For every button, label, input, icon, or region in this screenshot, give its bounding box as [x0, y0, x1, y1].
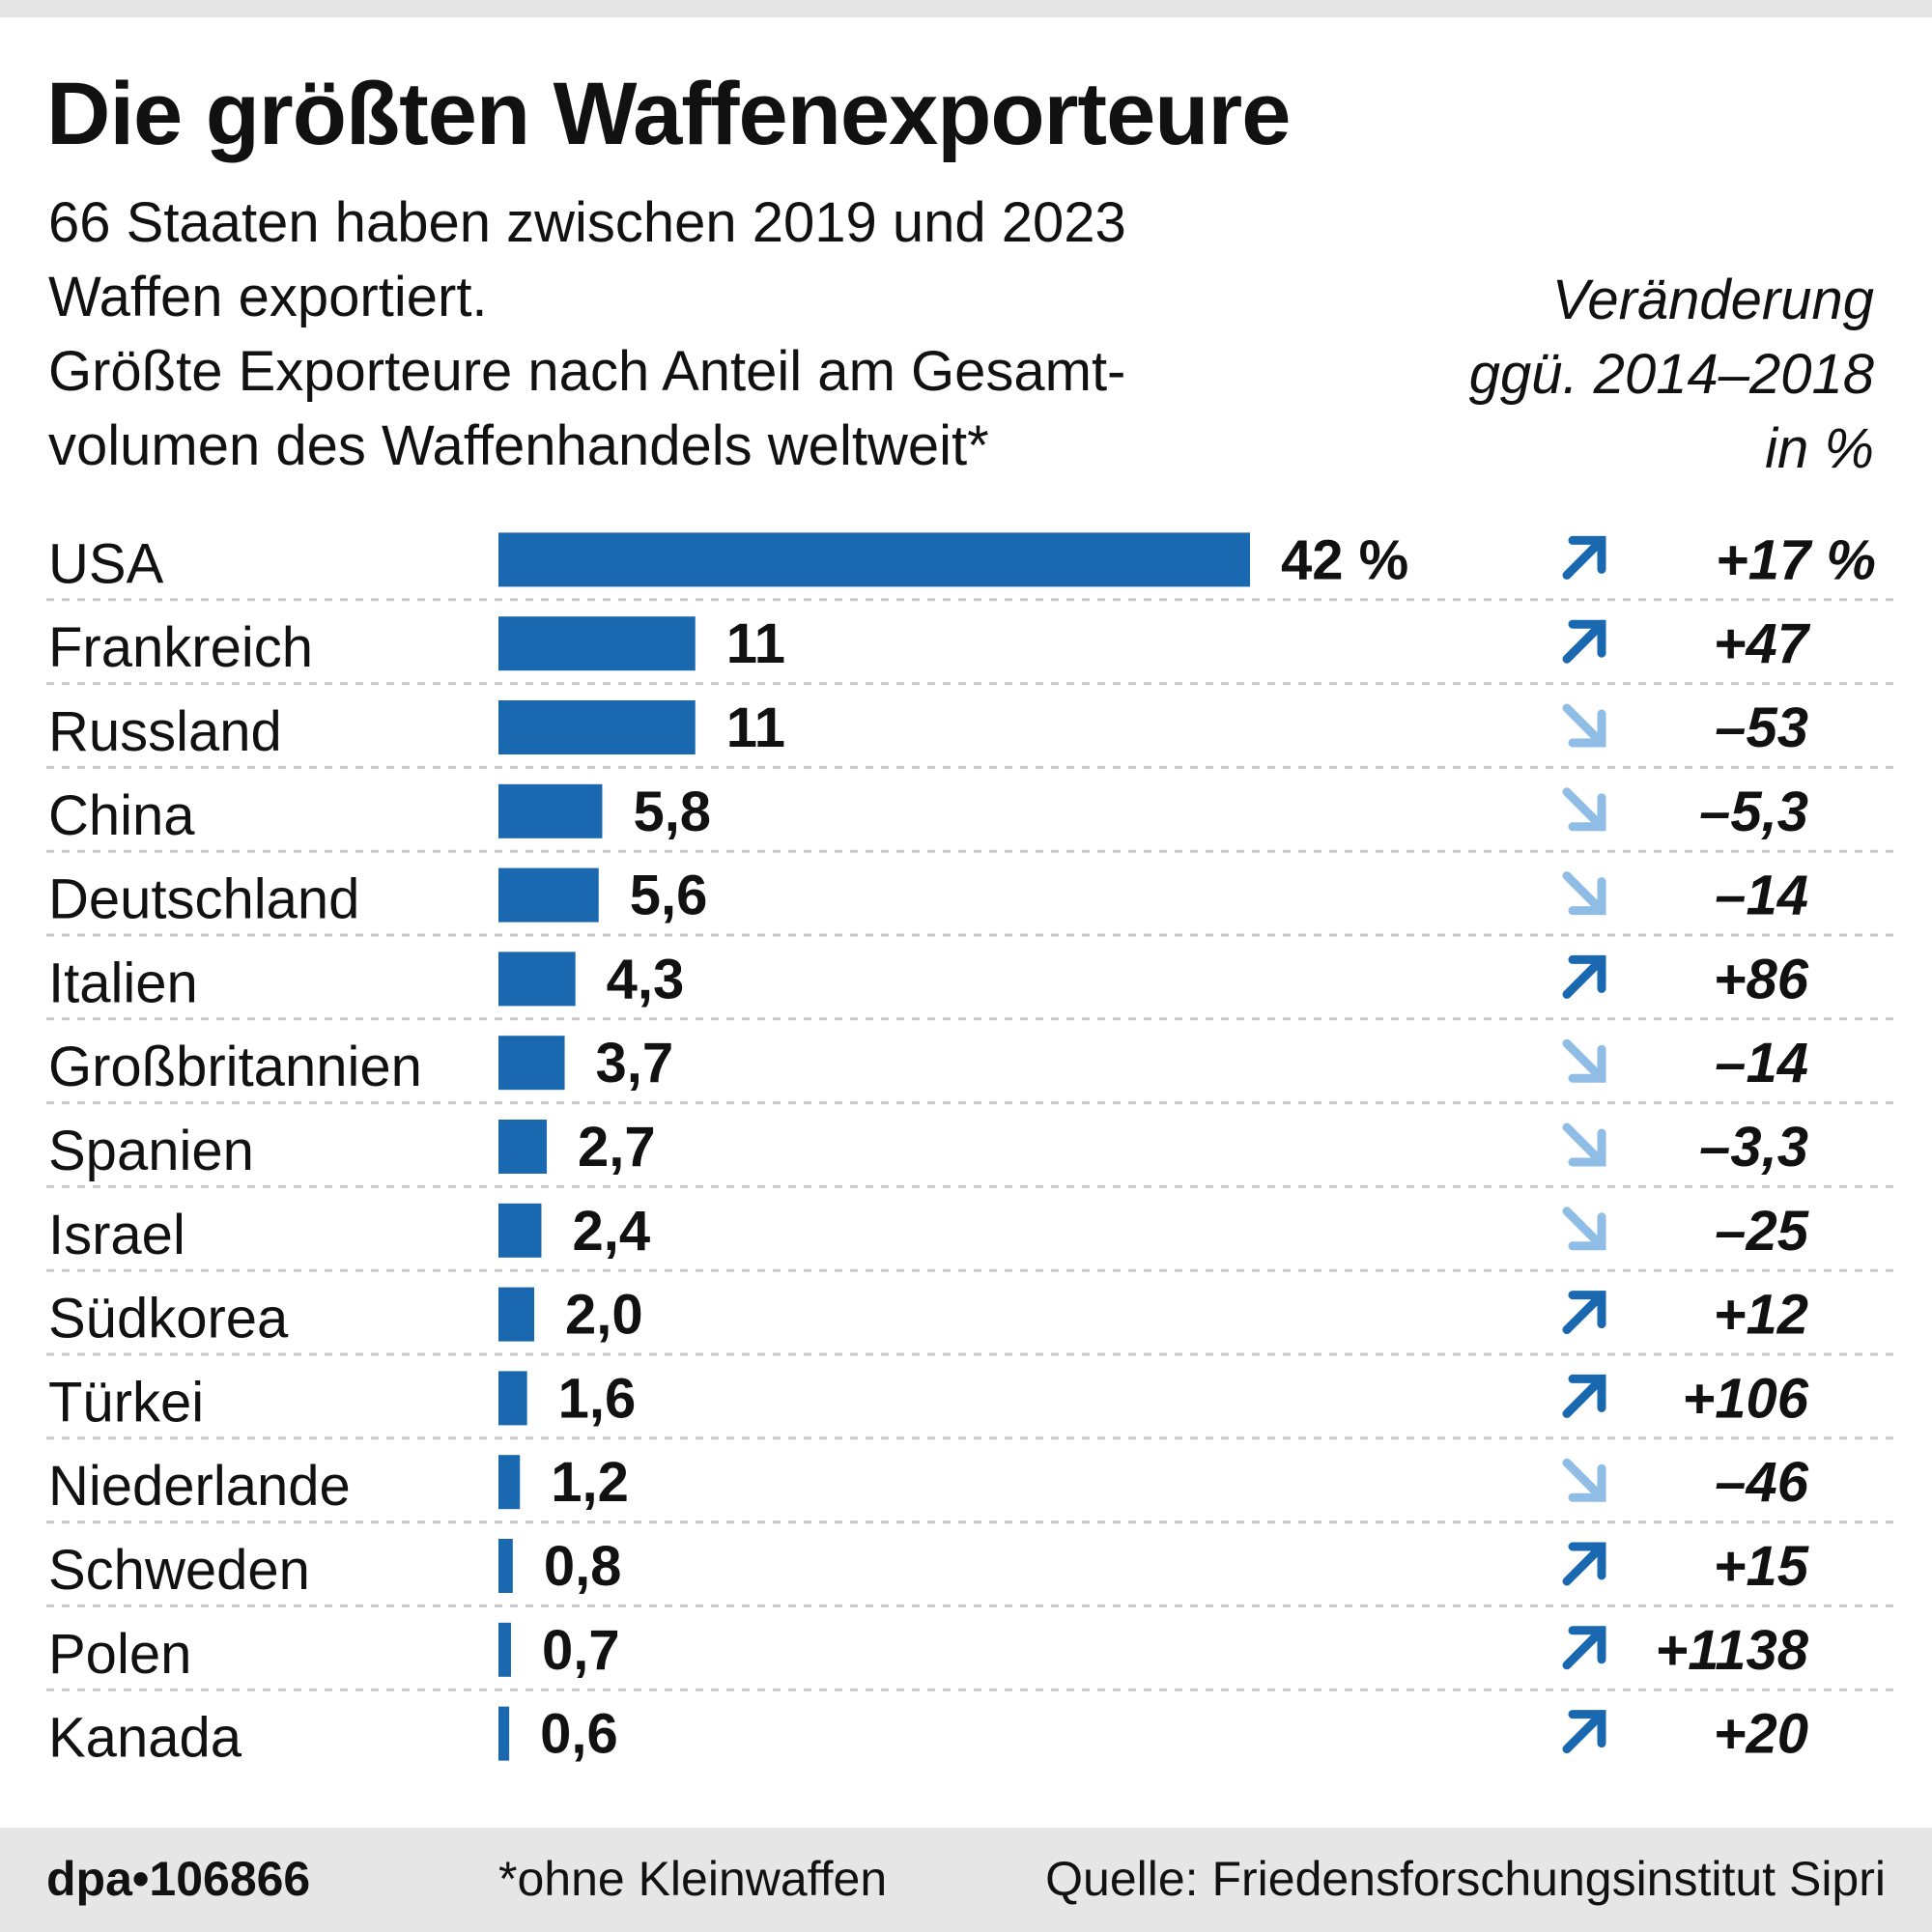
arrow-down-right-icon [1562, 1207, 1606, 1251]
change-value-label: –14 [1715, 1032, 1808, 1094]
category-label: Schweden [48, 1539, 310, 1602]
change-value-label: +12 [1714, 1284, 1808, 1347]
change-value-label: –46 [1715, 1451, 1809, 1514]
bar [498, 1120, 548, 1174]
bar [498, 700, 696, 754]
arrow-down-right-icon [1562, 703, 1606, 748]
bar [498, 1455, 521, 1510]
bar [498, 532, 1250, 587]
arrow-up-right-icon [1562, 619, 1606, 664]
bar-value-label: 5,6 [630, 865, 708, 927]
bar-value-label: 0,7 [542, 1619, 620, 1682]
bar-value-label: 11 [726, 612, 785, 675]
change-value-label: +15 [1714, 1535, 1809, 1598]
bar [498, 1622, 511, 1677]
bar-value-label: 5,8 [633, 781, 711, 843]
category-label: Israel [48, 1204, 185, 1266]
change-value-label: +47 [1714, 612, 1811, 675]
category-label: Frankreich [48, 616, 313, 679]
subtitle-line: 66 Staaten haben zwischen 2019 und 2023 [48, 191, 1126, 254]
arrow-down-right-icon [1562, 1458, 1606, 1502]
bar [498, 1287, 535, 1342]
bar [498, 1371, 527, 1426]
arrow-down-right-icon [1562, 1122, 1606, 1167]
arrow-up-right-icon [1562, 954, 1606, 999]
category-label: Türkei [48, 1371, 204, 1434]
arrow-up-right-icon [1562, 1542, 1606, 1586]
category-label: Südkorea [48, 1288, 289, 1350]
bar-value-label: 0,8 [544, 1535, 622, 1598]
dpa-logo: dpa•106866 [46, 1852, 311, 1906]
category-label: USA [48, 532, 164, 595]
arrow-up-right-icon [1562, 535, 1606, 580]
bar [498, 1036, 565, 1091]
bar [498, 1203, 542, 1258]
arrow-down-right-icon [1562, 871, 1606, 916]
change-value-label: +106 [1682, 1367, 1808, 1430]
chart-subtitle: 66 Staaten haben zwischen 2019 und 2023 … [48, 185, 1323, 483]
bar [498, 1706, 510, 1761]
change-column-header: Veränderung ggü. 2014–2018 in % [1469, 263, 1874, 486]
arrow-down-right-icon [1562, 787, 1606, 832]
bar [498, 783, 603, 838]
arrow-up-right-icon [1562, 1710, 1606, 1754]
bar [498, 952, 576, 1007]
category-label: China [48, 784, 195, 847]
category-label: Polen [48, 1623, 191, 1686]
bar [498, 867, 599, 923]
category-label: Italien [48, 952, 198, 1014]
top-band [0, 0, 1932, 17]
bar-value-label: 3,7 [596, 1032, 674, 1094]
change-value-label: +17 % [1716, 528, 1876, 591]
subtitle-line: volumen des Waffenhandels weltweit* [48, 414, 989, 477]
change-value-label: –3,3 [1699, 1116, 1808, 1179]
category-label: Deutschland [48, 868, 359, 931]
change-value-label: +1138 [1655, 1619, 1808, 1682]
chart-title: Die größten Waffenexporteure [46, 65, 1291, 163]
arrow-up-right-icon [1562, 1374, 1606, 1418]
category-label: Großbritannien [48, 1036, 422, 1098]
category-label: Russland [48, 700, 282, 763]
change-value-label: +86 [1714, 948, 1809, 1010]
subtitle-line: Waffen exportiert. [48, 266, 488, 328]
category-label: Niederlande [48, 1455, 351, 1518]
subtitle-line: Größte Exporteure nach Anteil am Gesamt- [48, 340, 1126, 403]
bar-value-label: 2,4 [572, 1200, 650, 1263]
source-credit: Quelle: Friedensforschungsinstitut Sipri [1045, 1852, 1886, 1906]
bar-value-label: 11 [726, 696, 785, 759]
bar-value-label: 4,3 [607, 948, 685, 1010]
footer: dpa•106866 *ohne Kleinwaffen Quelle: Fri… [0, 1828, 1932, 1932]
footnote: *ohne Kleinwaffen [498, 1852, 888, 1906]
arrow-up-right-icon [1562, 1291, 1606, 1335]
category-label: Spanien [48, 1120, 254, 1182]
bar-value-label: 2,7 [578, 1116, 656, 1179]
change-header-line: in % [1765, 417, 1874, 480]
change-value-label: –53 [1715, 696, 1808, 759]
change-value-label: –14 [1715, 865, 1808, 927]
change-value-label: –5,3 [1699, 781, 1808, 843]
bar-value-label: 0,6 [540, 1703, 618, 1766]
change-value-label: –25 [1715, 1200, 1809, 1263]
arrow-down-right-icon [1562, 1038, 1606, 1083]
change-header-line: Veränderung [1551, 269, 1874, 331]
bar [498, 616, 696, 671]
arrow-up-right-icon [1562, 1626, 1606, 1670]
change-header-line: ggü. 2014–2018 [1468, 343, 1874, 406]
bar-value-label: 1,6 [558, 1367, 637, 1430]
bar-value-label: 42 % [1281, 528, 1408, 591]
bar-value-label: 1,2 [551, 1451, 629, 1514]
bar-value-label: 2,0 [565, 1284, 643, 1347]
bar [498, 1539, 513, 1593]
category-label: Kanada [48, 1707, 242, 1770]
change-value-label: +20 [1714, 1703, 1808, 1766]
